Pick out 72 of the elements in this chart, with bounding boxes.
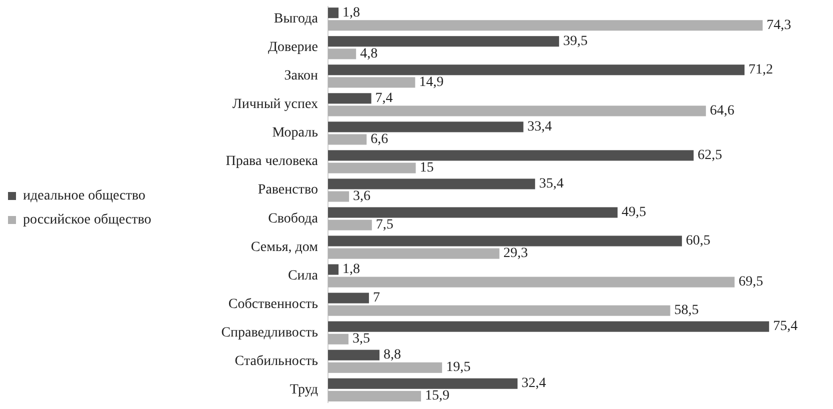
data-label: 35,4	[539, 176, 564, 192]
y-tick-label: Семья, дом	[250, 240, 318, 255]
data-label: 19,5	[446, 360, 471, 376]
bar	[328, 134, 367, 145]
bar	[328, 48, 356, 60]
bar	[328, 207, 618, 218]
y-tick-label: Мораль	[272, 126, 318, 141]
data-label: 4,8	[360, 46, 378, 62]
bar	[328, 122, 524, 132]
data-label: 69,5	[738, 274, 764, 290]
bar	[328, 162, 416, 174]
data-label: 39,5	[563, 34, 588, 49]
bar	[328, 264, 339, 275]
y-tick-label: Свобода	[268, 211, 319, 226]
data-label: 7,4	[375, 90, 393, 106]
y-tick-label: Доверие	[268, 40, 318, 56]
y-tick-label: Личный успех	[232, 97, 318, 112]
data-label: 33,4	[527, 119, 552, 134]
y-tick-label: Труд	[290, 382, 318, 398]
y-tick-label: Права человека	[226, 154, 319, 170]
data-label: 3,5	[352, 332, 370, 347]
data-label: 64,6	[710, 103, 734, 118]
data-label: 32,4	[522, 376, 546, 392]
bar	[328, 93, 372, 104]
y-tick-label: Равенство	[258, 182, 318, 198]
bar	[328, 248, 500, 259]
bar	[328, 236, 682, 246]
data-label: 29,3	[503, 246, 528, 262]
data-label: 49,5	[622, 204, 646, 220]
bar	[328, 305, 670, 316]
data-label: 1,8	[342, 5, 360, 20]
data-label: 1,8	[342, 262, 360, 278]
bar	[328, 150, 694, 161]
data-label: 7	[372, 290, 380, 306]
bar	[328, 178, 536, 190]
bar	[328, 220, 372, 230]
legend-label: российское общество	[23, 212, 152, 228]
data-label: 7,5	[376, 218, 394, 233]
data-label: 8,8	[383, 348, 401, 363]
data-label: 75,4	[773, 319, 798, 334]
data-label: 60,5	[686, 234, 710, 249]
bar	[328, 8, 339, 18]
data-label: 3,6	[353, 189, 371, 204]
bar	[328, 276, 735, 288]
data-label: 62,5	[698, 148, 722, 163]
y-tick-label: Закон	[284, 68, 319, 84]
data-label: 6,6	[370, 132, 388, 147]
bar	[328, 36, 560, 47]
legend-label: идеальное общество	[23, 188, 146, 204]
bar	[328, 362, 442, 373]
bar	[328, 378, 518, 389]
data-label: 15	[420, 160, 434, 176]
y-tick-label: Выгода	[274, 12, 319, 27]
bar	[328, 350, 380, 360]
bar	[328, 292, 369, 304]
bar	[328, 106, 706, 116]
data-label: 71,2	[748, 62, 774, 78]
data-label: 14,9	[419, 74, 444, 90]
y-tick-label: Сила	[288, 268, 319, 284]
bar	[328, 64, 745, 76]
bar	[328, 77, 416, 88]
y-tick-label: Справедливость	[221, 325, 318, 340]
y-tick-label: Стабильность	[234, 354, 318, 369]
bar	[328, 334, 348, 344]
y-tick-label: Собственность	[228, 296, 318, 312]
bar	[328, 321, 770, 332]
bar	[328, 20, 763, 31]
data-label: 15,9	[425, 388, 450, 404]
bar	[328, 390, 422, 402]
data-label: 58,5	[674, 303, 699, 318]
data-label: 74,3	[766, 18, 792, 33]
bar	[328, 191, 350, 202]
